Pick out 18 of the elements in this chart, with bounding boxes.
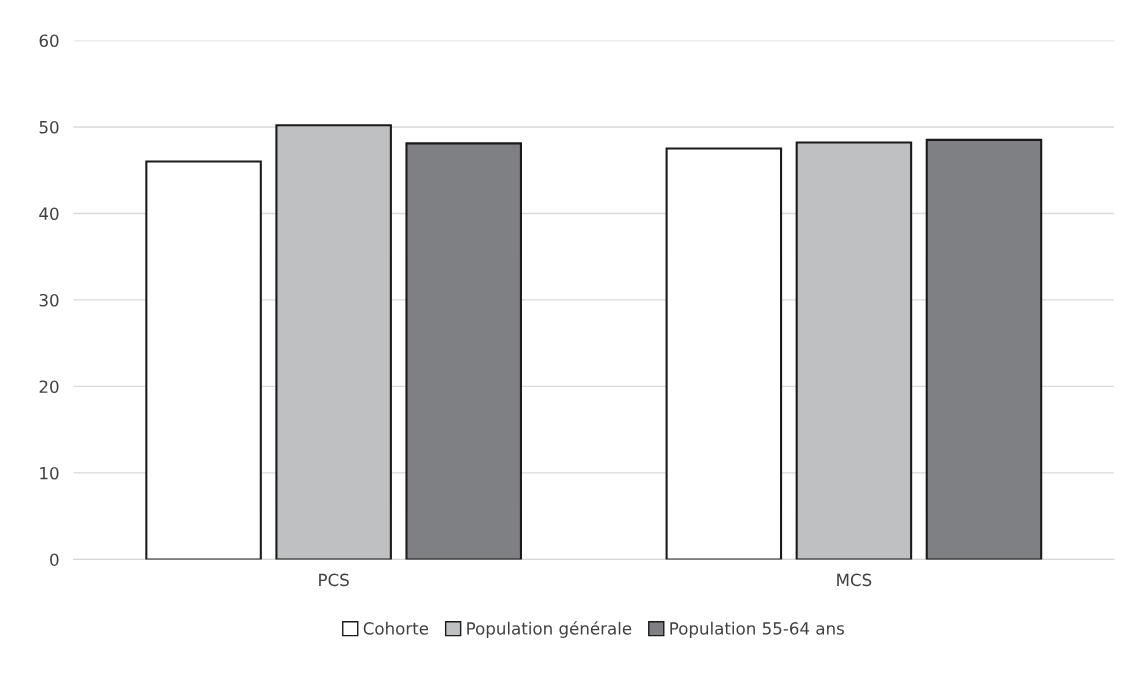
bar	[665, 147, 783, 560]
y-tick-label: 30	[39, 293, 59, 307]
bar	[795, 141, 913, 560]
legend-label: Cohorte	[363, 621, 429, 635]
y-tick-label: 10	[40, 466, 59, 480]
bar	[275, 124, 392, 560]
y-tick-label: 50	[39, 120, 59, 134]
legend-label: Population générale	[467, 621, 632, 638]
x-tick-label: MCS	[837, 573, 872, 587]
x-tick-label: PCS	[319, 573, 349, 587]
bar	[925, 138, 1043, 560]
y-tick-label: 0	[50, 553, 59, 566]
bar	[405, 142, 522, 560]
legend-label: Population 55-64 ans	[670, 621, 844, 638]
y-tick-label: 40	[39, 207, 59, 220]
y-tick-label: 60	[39, 34, 59, 48]
y-tick-label: 20	[39, 380, 59, 393]
bar	[145, 160, 262, 560]
